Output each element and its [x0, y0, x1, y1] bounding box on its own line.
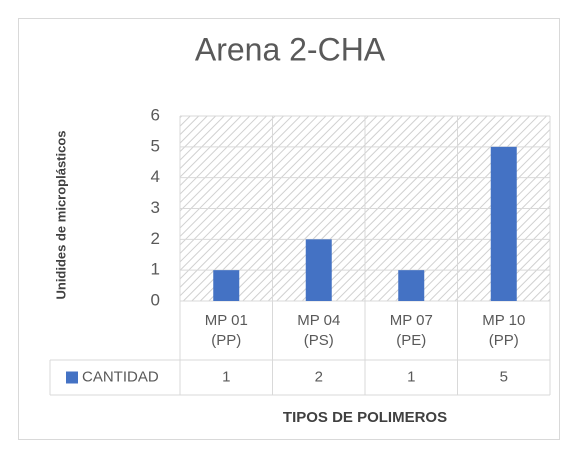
x-tick-label-wrap: MP 10 (PP) — [458, 301, 551, 360]
bar — [490, 146, 517, 301]
table-value: 2 — [315, 368, 323, 385]
x-tick-label-wrap: MP 04 (PS) — [273, 301, 366, 360]
y-tick-label: 6 — [151, 105, 160, 124]
y-tick-label: 0 — [151, 290, 160, 309]
y-tick-label: 5 — [151, 136, 160, 155]
x-tick-label: MP 04 (PS) — [297, 311, 341, 349]
y-tick-label: 1 — [151, 260, 160, 279]
y-tick-label: 2 — [151, 229, 160, 248]
x-tick-label: MP 07 (PE) — [389, 311, 433, 349]
table-value: 1 — [407, 368, 415, 385]
table-value: 1 — [222, 368, 230, 385]
bar — [305, 239, 332, 301]
bar — [213, 270, 240, 301]
x-axis-label: TIPOS DE POLIMEROS — [283, 409, 447, 426]
table-value: 5 — [500, 368, 508, 385]
bar — [398, 270, 425, 301]
x-tick-label-box: MP 10 (PP) — [458, 301, 551, 360]
x-tick-label: MP 10 (PP) — [482, 311, 526, 349]
legend-label: CANTIDAD — [82, 368, 159, 385]
x-tick-label-wrap: MP 07 (PE) — [365, 301, 458, 360]
x-tick-label-box: MP 07 (PE) — [365, 301, 458, 360]
chart-title: Arena 2-CHA — [195, 31, 386, 67]
x-tick-label-wrap: MP 01 (PP) — [180, 301, 273, 360]
x-tick-label: MP 01 (PP) — [204, 311, 248, 349]
y-axis-label: Unidides de microplásticos — [53, 130, 68, 299]
x-tick-label-box: MP 01 (PP) — [180, 301, 273, 360]
legend-swatch — [66, 371, 78, 384]
y-tick-label: 4 — [151, 167, 160, 186]
y-tick-label: 3 — [151, 198, 160, 217]
x-tick-label-box: MP 04 (PS) — [273, 301, 366, 360]
